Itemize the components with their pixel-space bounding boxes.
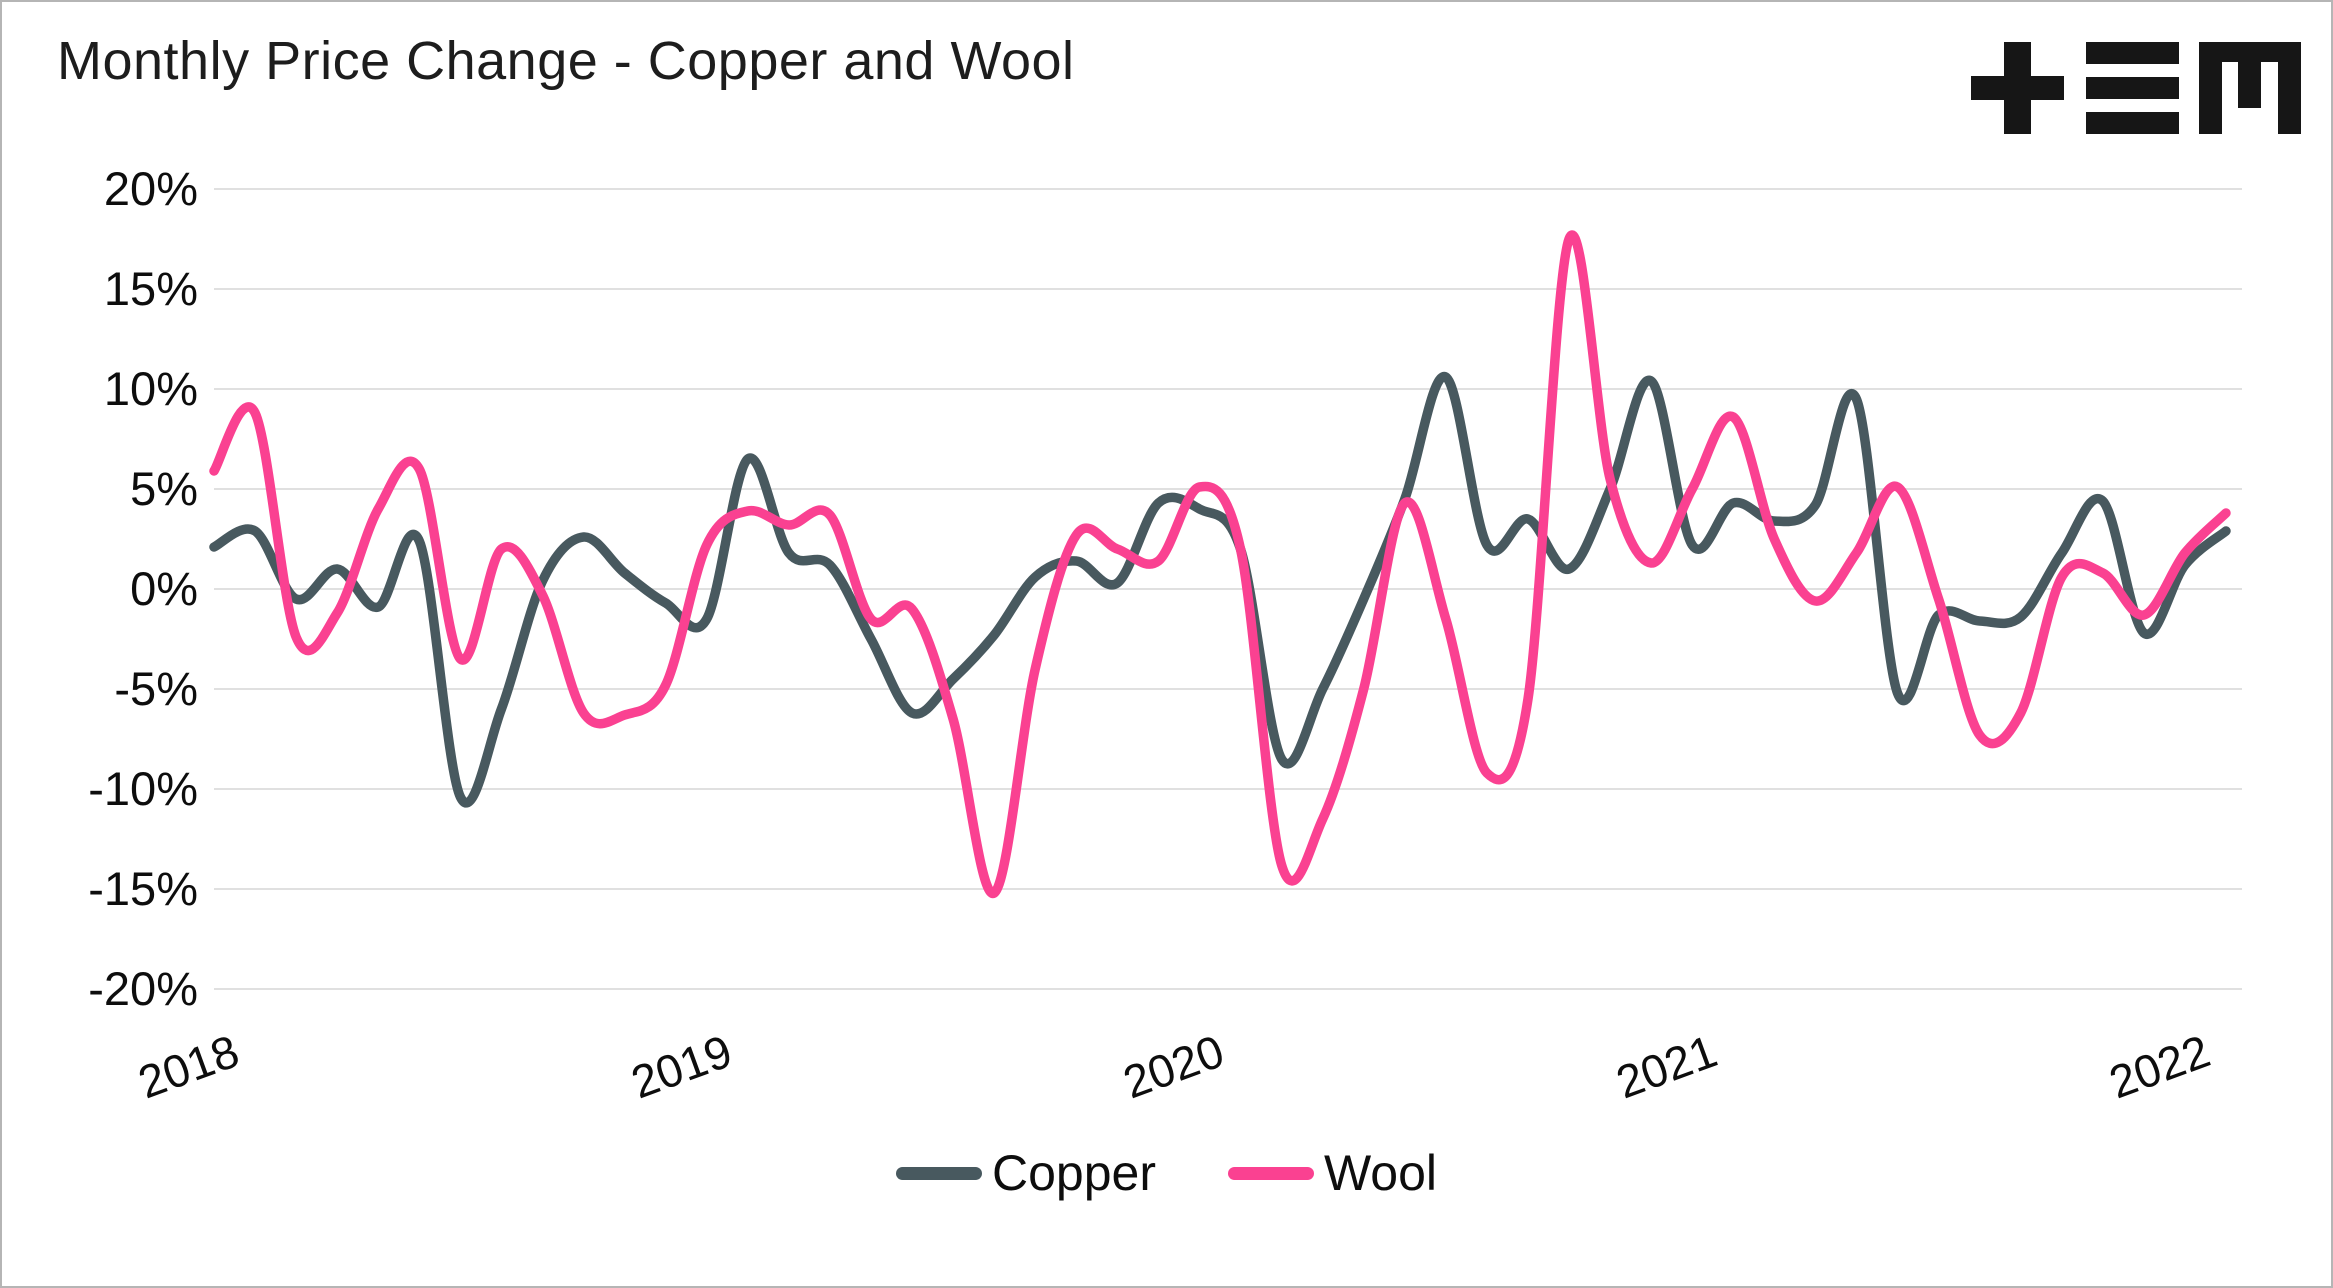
x-axis-label-2020: 2020 [1116,1025,1230,1109]
wool-line [209,230,2231,898]
x-axis-label-2018: 2018 [131,1025,245,1109]
copper-line-swatch [895,1166,982,1180]
logo-plus-icon [1971,42,2064,134]
logo-bars-icon [2086,42,2179,134]
chart-title: Monthly Price Change - Copper and Wool [57,31,1075,91]
y-axis-label-0%: 0% [130,562,198,615]
logo-m-icon [2199,42,2301,134]
y-axis-label--5%: -5% [114,662,198,715]
x-axis-label-2021: 2021 [1609,1025,1723,1109]
legend-item-wool: Wool [1227,1144,1437,1202]
y-axis-label--15%: -15% [88,862,198,915]
y-axis-label--20%: -20% [88,962,198,1015]
legend-item-copper: Copper [895,1144,1156,1202]
y-axis-label-15%: 15% [104,262,198,315]
y-axis-label-20%: 20% [104,162,198,215]
legend-label-wool: Wool [1323,1145,1437,1201]
copper-line [209,372,2231,808]
wool-line-swatch [1227,1166,1314,1180]
y-axis-label-10%: 10% [104,362,198,415]
y-axis-label-5%: 5% [130,462,198,515]
x-axis-label-2022: 2022 [2102,1025,2216,1109]
x-axis-label-2019: 2019 [624,1025,738,1109]
legend-label-copper: Copper [991,1145,1156,1201]
chart-legend: Copper Wool [2,1144,2331,1202]
y-axis-label--10%: -10% [88,762,198,815]
tem-logo [1971,42,2301,134]
